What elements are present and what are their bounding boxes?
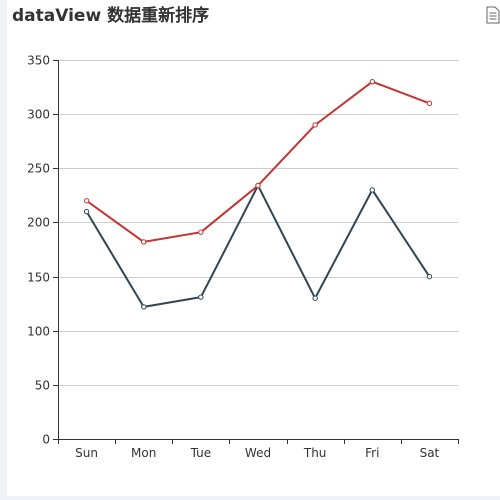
data-view-button[interactable] xyxy=(486,6,500,24)
y-tick-label: 200 xyxy=(27,216,50,230)
series-1-point[interactable] xyxy=(426,273,433,280)
series-1-point[interactable] xyxy=(198,294,204,300)
x-tick-label: Wed xyxy=(245,446,271,460)
y-tick-label: 150 xyxy=(27,271,50,285)
series-2-point[interactable] xyxy=(426,100,433,107)
chart-title: dataView 数据重新排序 xyxy=(12,6,210,26)
y-tick-label: 250 xyxy=(27,162,50,176)
series-1-point[interactable] xyxy=(369,187,375,193)
series-2-point[interactable] xyxy=(255,182,261,189)
y-tick-label: 300 xyxy=(27,108,50,122)
series-2-point[interactable] xyxy=(312,122,318,128)
series-2-point[interactable] xyxy=(369,78,375,85)
series-lines xyxy=(83,78,433,310)
x-axis-labels: Sun Mon Tue Wed Thu Fri Sat xyxy=(75,446,439,460)
series-2-line[interactable] xyxy=(86,80,430,243)
series-1-point[interactable] xyxy=(312,295,318,301)
series-1-point[interactable] xyxy=(83,208,90,215)
series-1-line[interactable] xyxy=(85,184,431,308)
left-border-strip xyxy=(0,0,7,500)
grid-lines xyxy=(58,60,458,386)
y-tick-label: 50 xyxy=(35,379,50,393)
y-tick-label: 0 xyxy=(42,433,50,447)
x-tick-label: Thu xyxy=(303,446,327,460)
y-axis-labels: 0 50 100 150 200 250 300 350 xyxy=(27,54,50,447)
x-tick-label: Mon xyxy=(131,446,156,460)
x-tick-label: Fri xyxy=(365,446,379,460)
x-tick-label: Tue xyxy=(190,446,212,460)
series-2-point[interactable] xyxy=(141,239,147,245)
series-2-point[interactable] xyxy=(83,198,90,204)
x-tick-label: Sat xyxy=(420,446,440,460)
data-view-icon xyxy=(486,6,500,24)
y-tick-label: 350 xyxy=(27,54,50,68)
x-tick-label: Sun xyxy=(75,446,98,460)
y-tick-label: 100 xyxy=(27,325,50,339)
bottom-border-strip xyxy=(0,496,500,500)
series-2-point[interactable] xyxy=(198,229,204,235)
series-1-point[interactable] xyxy=(141,304,147,310)
axes xyxy=(53,60,459,444)
